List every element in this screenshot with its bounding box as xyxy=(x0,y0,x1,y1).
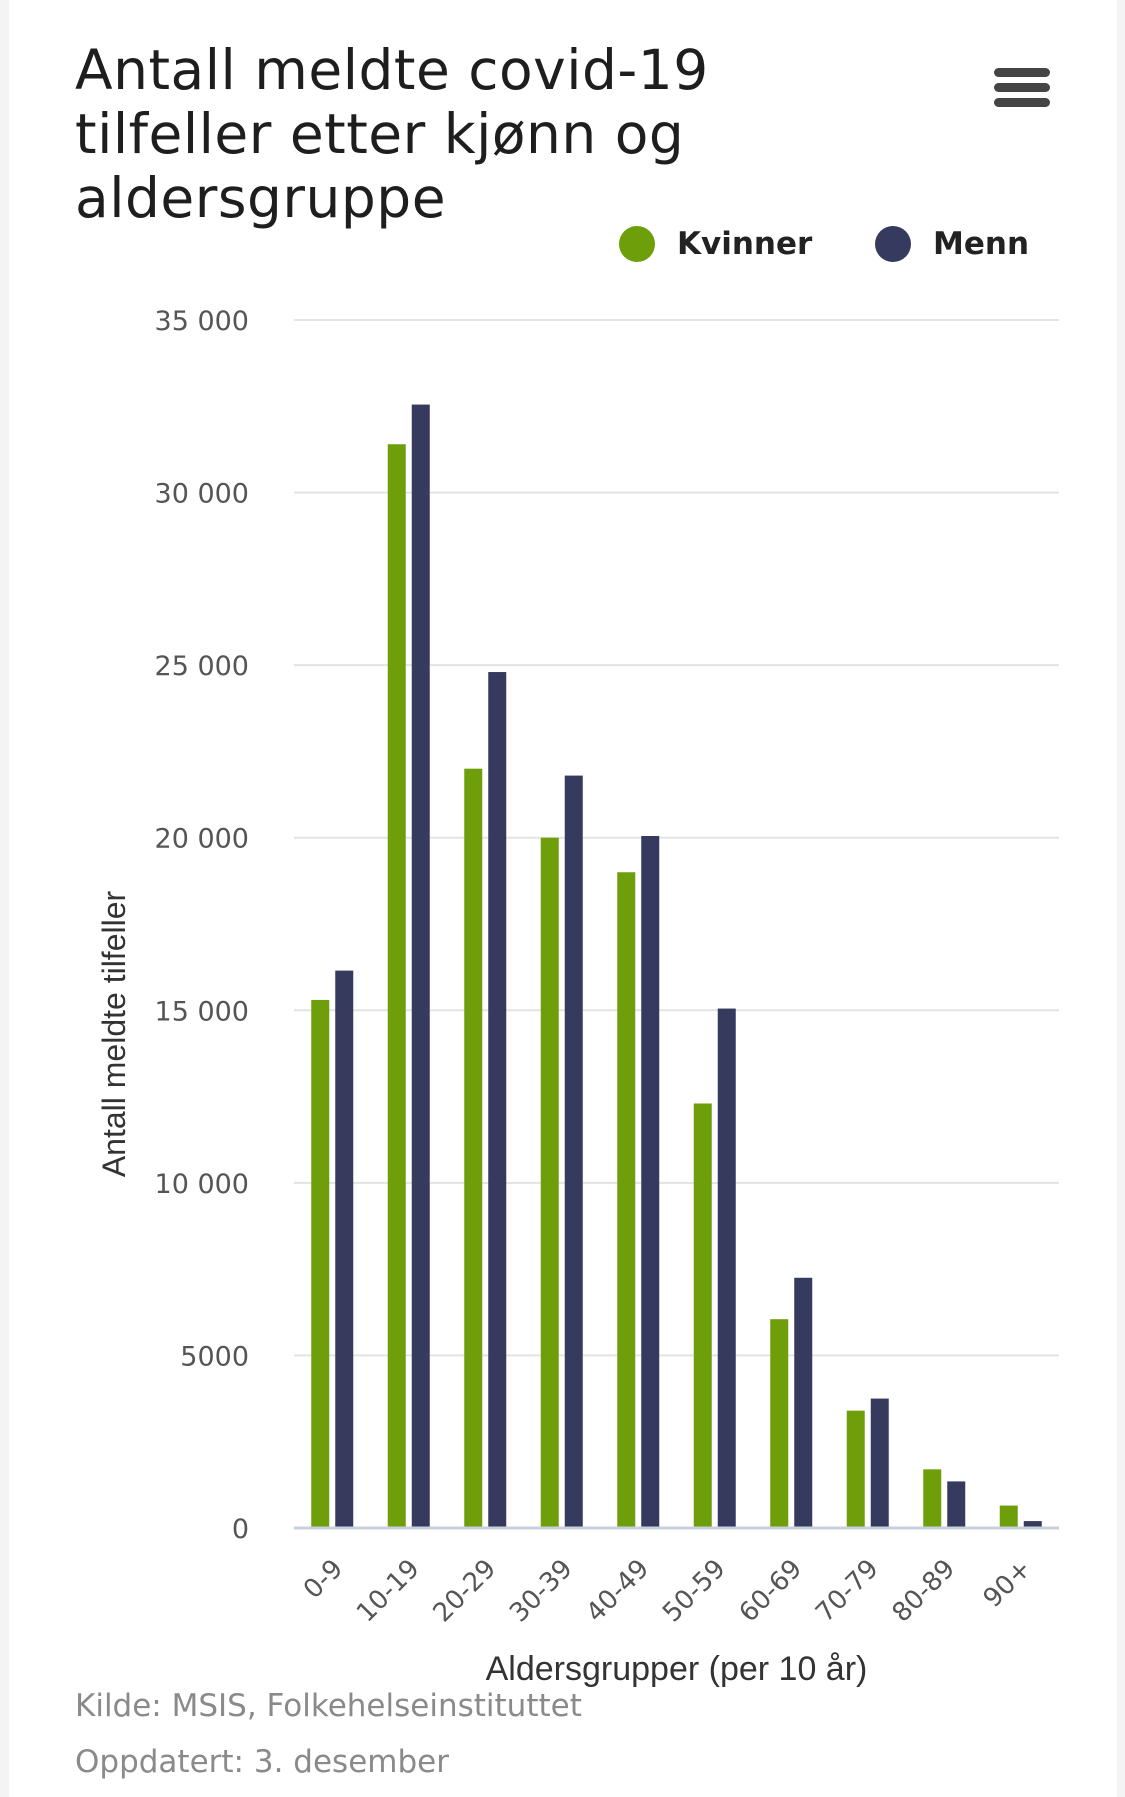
x-tick-label: 80-89 xyxy=(887,1554,962,1629)
x-tick-label: 60-69 xyxy=(734,1554,809,1629)
x-tick-label: 70-79 xyxy=(810,1554,885,1629)
bar-kvinner-60-69 xyxy=(770,1319,789,1528)
bar-menn-80-89 xyxy=(947,1481,966,1528)
bar-kvinner-50-59 xyxy=(693,1103,712,1528)
x-tick-label: 90+ xyxy=(978,1554,1038,1614)
bar-chart: 0 5000 10 000 15 000 20 000 25 000 30 000 35 00… xyxy=(96,306,1059,1688)
y-tick-label: 15 000 xyxy=(155,996,249,1027)
bar-menn-90+ xyxy=(1023,1521,1042,1528)
x-axis-title: Aldersgrupper (per 10 år) xyxy=(486,1650,868,1688)
x-tick-label: 10-19 xyxy=(351,1554,426,1629)
y-axis-title: Antall meldte tilfeller xyxy=(96,890,132,1177)
bar-menn-30-39 xyxy=(564,775,583,1528)
updated-note: Oppdatert: 3. desember xyxy=(75,1744,449,1780)
y-tick-label: 0 xyxy=(232,1514,249,1545)
x-tick-label: 0-9 xyxy=(298,1554,349,1605)
x-tick-label: 50-59 xyxy=(657,1554,732,1629)
bar-kvinner-90+ xyxy=(999,1505,1018,1528)
bar-menn-40-49 xyxy=(641,835,660,1528)
legend-item-menn[interactable]: Menn xyxy=(875,226,1029,262)
bar-menn-60-69 xyxy=(794,1277,813,1528)
x-tick-label: 20-29 xyxy=(428,1554,503,1629)
bar-kvinner-10-19 xyxy=(387,444,406,1528)
source-note: Kilde: MSIS, Folkehelseinstituttet xyxy=(75,1688,582,1724)
y-tick-label: 20 000 xyxy=(155,824,249,855)
y-tick-label: 25 000 xyxy=(155,651,249,682)
bar-kvinner-30-39 xyxy=(540,837,559,1528)
y-tick-label: 35 000 xyxy=(155,306,249,337)
bar-menn-70-79 xyxy=(870,1398,889,1528)
chart-card: Antall meldte covid-19 tilfeller etter k… xyxy=(9,0,1117,1797)
legend-marker-kvinner xyxy=(619,226,655,262)
y-tick-label: 5000 xyxy=(180,1341,249,1372)
chart-title: Antall meldte covid-19 tilfeller etter k… xyxy=(75,38,709,230)
bar-kvinner-70-79 xyxy=(846,1410,865,1528)
x-tick-label: 30-39 xyxy=(504,1554,579,1629)
bar-menn-20-29 xyxy=(488,672,507,1528)
bar-menn-0-9 xyxy=(335,970,354,1528)
bar-kvinner-40-49 xyxy=(617,872,636,1528)
hamburger-menu-icon[interactable] xyxy=(994,68,1050,114)
bar-kvinner-80-89 xyxy=(923,1469,942,1528)
bar-kvinner-0-9 xyxy=(311,999,330,1528)
legend-label-menn: Menn xyxy=(933,226,1030,262)
legend-label-kvinner: Kvinner xyxy=(677,226,813,262)
legend-item-kvinner[interactable]: Kvinner xyxy=(619,226,812,262)
x-tick-label: 40-49 xyxy=(581,1554,656,1629)
y-tick-label: 10 000 xyxy=(155,1169,249,1200)
legend-marker-menn xyxy=(875,226,911,262)
y-tick-label: 30 000 xyxy=(155,479,249,510)
bar-menn-50-59 xyxy=(717,1008,736,1528)
bar-menn-10-19 xyxy=(411,404,430,1528)
bar-kvinner-20-29 xyxy=(464,768,483,1528)
